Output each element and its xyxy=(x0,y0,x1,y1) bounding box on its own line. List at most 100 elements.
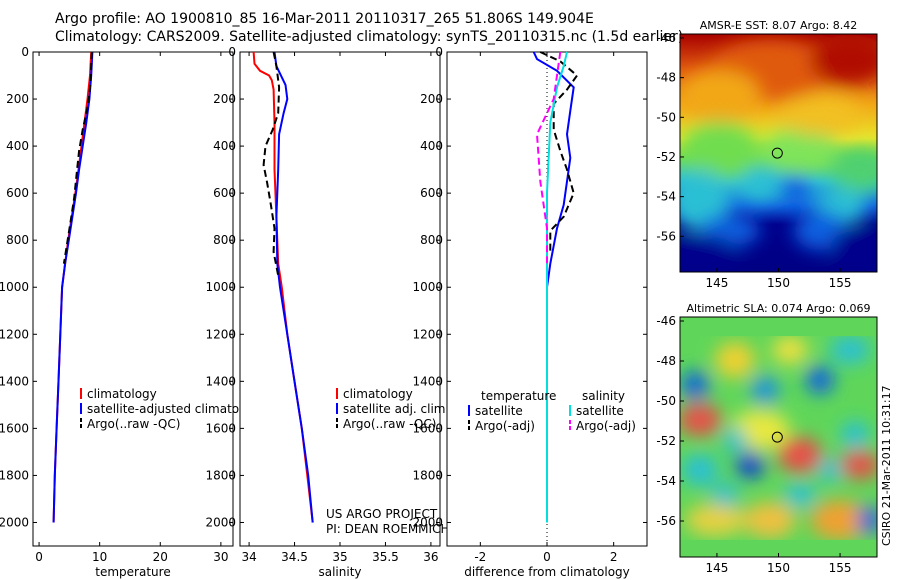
heatmap-blobs xyxy=(680,336,877,540)
plot-frame xyxy=(239,51,441,547)
legend-entry: satellite xyxy=(576,404,624,418)
legend-entry: climatology xyxy=(87,387,157,401)
series-line-black xyxy=(62,51,93,264)
x-tick-label: 0 xyxy=(543,550,551,564)
series-line-blue xyxy=(273,51,314,523)
legend-entry: satellite adj. clim. xyxy=(343,402,449,416)
y-tick-label: 800 xyxy=(6,233,29,247)
header-line-1: Argo profile: AO 1900810_85 16-Mar-2011 … xyxy=(55,11,594,27)
heatmap-blob xyxy=(840,451,877,479)
heatmap-blob xyxy=(841,421,869,449)
y-tick-label: 1600 xyxy=(412,421,443,435)
x-tick-label: 35.5 xyxy=(372,550,399,564)
map-panel-2: Altimetric SLA: 0.074 Argo: 0.069 -46 -48 -… xyxy=(656,302,878,575)
x-axis-label: salinity xyxy=(318,565,361,579)
map-title: Altimetric SLA: 0.074 Argo: 0.069 xyxy=(686,302,870,315)
heatmap-blobs xyxy=(680,35,877,272)
x-tick-label: 36 xyxy=(423,550,438,564)
y-tick-label: 2000 xyxy=(412,515,443,529)
y-tick-label: 1800 xyxy=(0,468,29,482)
y-tick-label: -52 xyxy=(656,434,676,448)
legend-entry: Argo(-adj) xyxy=(576,419,636,433)
legend-entry: satellite-adjusted climatolog xyxy=(87,402,257,416)
heatmap-field xyxy=(680,34,877,272)
heatmap-blob xyxy=(830,148,877,192)
y-tick-label: 1200 xyxy=(205,327,236,341)
heatmap-blob xyxy=(818,458,842,482)
heatmap-blob xyxy=(830,336,870,364)
heatmap-blob xyxy=(680,170,730,230)
y-tick-label: -46 xyxy=(656,31,676,45)
x-tick-label: 0 xyxy=(35,550,43,564)
x-axis-label: difference from climatology xyxy=(464,565,630,579)
x-tick-label: 145 xyxy=(705,561,728,575)
heatmap-blob xyxy=(680,70,760,120)
heatmap-blob xyxy=(779,176,811,204)
y-tick-label: 600 xyxy=(213,186,236,200)
header-line-2: Climatology: CARS2009. Satellite-adjuste… xyxy=(55,29,684,45)
x-tick-label: -2 xyxy=(474,550,486,564)
y-tick-label: -52 xyxy=(656,150,676,164)
plot-frame xyxy=(32,51,234,547)
y-tick-label: 400 xyxy=(6,139,29,153)
y-tick-label: 1600 xyxy=(205,421,236,435)
heatmap-blob xyxy=(751,376,779,404)
y-tick-label: 0 xyxy=(21,45,29,59)
y-tick-label: 2000 xyxy=(0,515,29,529)
x-tick-label: 150 xyxy=(767,276,790,290)
heatmap-blob xyxy=(685,504,745,536)
y-tick-label: 1600 xyxy=(0,421,29,435)
legend-entry: salinity xyxy=(582,389,625,403)
map-panel-1: AMSR-E SST: 8.07 Argo: 8.42 -46 -48 -50 -52 -… xyxy=(656,19,878,290)
x-tick-label: 145 xyxy=(705,276,728,290)
series-line-blue xyxy=(532,51,575,523)
y-tick-label: 600 xyxy=(420,186,443,200)
y-tick-label: 0 xyxy=(228,45,236,59)
heatmap-blob xyxy=(806,366,834,394)
heatmap-blob xyxy=(680,122,760,178)
y-tick-label: 1000 xyxy=(0,280,29,294)
y-tick-label: 0 xyxy=(435,45,443,59)
y-tick-label: -50 xyxy=(656,110,676,124)
annotation: US ARGO PROJECT xyxy=(326,507,438,521)
series-line-black xyxy=(539,51,579,252)
heatmap-blob xyxy=(778,437,822,473)
y-tick-label: 1400 xyxy=(205,374,236,388)
y-tick-label: -56 xyxy=(656,229,676,243)
x-tick-label: 30 xyxy=(213,550,228,564)
heatmap-blob xyxy=(810,35,877,85)
heatmap-blob xyxy=(715,342,755,378)
y-tick-label: -48 xyxy=(656,354,676,368)
heatmap-blob xyxy=(682,454,718,486)
y-tick-label: 1000 xyxy=(205,280,236,294)
y-tick-label: 1200 xyxy=(412,327,443,341)
legend-entry: satellite xyxy=(475,404,523,418)
float-marker xyxy=(771,147,783,159)
legend-entry: temperature xyxy=(481,389,556,403)
x-tick-label: 150 xyxy=(767,561,790,575)
legend-entry: Argo(-adj) xyxy=(475,419,535,433)
y-tick-label: -46 xyxy=(656,314,676,328)
heatmap-blob xyxy=(830,225,877,272)
heatmap-field xyxy=(680,317,877,557)
x-axis-label: temperature xyxy=(95,565,170,579)
y-tick-label: 200 xyxy=(6,92,29,106)
y-tick-label: -54 xyxy=(656,474,676,488)
y-tick-label: 1000 xyxy=(412,280,443,294)
heatmap-blob xyxy=(738,169,782,201)
y-tick-label: 1800 xyxy=(205,468,236,482)
y-tick-label: 200 xyxy=(420,92,443,106)
heatmap-blob xyxy=(762,128,838,172)
heatmap-blob xyxy=(784,483,816,507)
y-tick-label: 200 xyxy=(213,92,236,106)
legend-entry: Argo(..raw -QC) xyxy=(87,417,180,431)
x-tick-label: 34 xyxy=(241,550,256,564)
heatmap-blob xyxy=(772,336,808,364)
heatmap-blob xyxy=(780,95,860,135)
y-tick-label: 800 xyxy=(213,233,236,247)
x-tick-label: 2 xyxy=(610,550,618,564)
x-tick-label: 20 xyxy=(153,550,168,564)
y-tick-label: 400 xyxy=(213,139,236,153)
